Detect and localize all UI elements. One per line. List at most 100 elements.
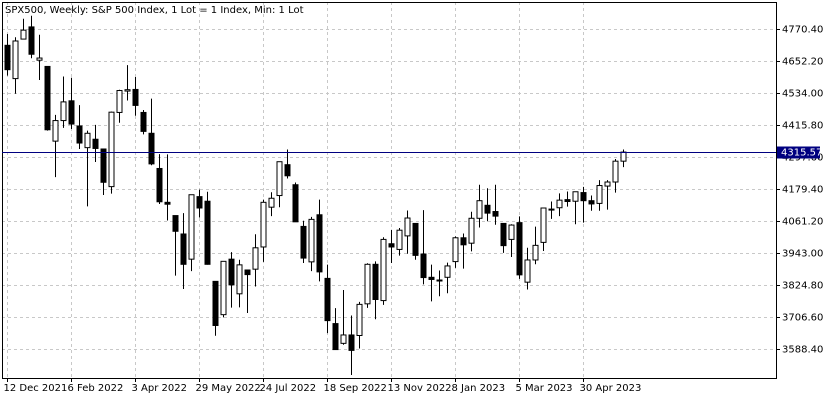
y-tick-label: 3706.60: [782, 313, 823, 324]
candle-body: [540, 207, 547, 243]
y-tick-label: 3588.40: [782, 345, 823, 356]
candle-body: [356, 303, 363, 337]
x-tick-label: 8 Jan 2023: [452, 383, 506, 394]
candle-body: [588, 200, 595, 205]
candle-body: [60, 101, 67, 122]
candle-body: [396, 229, 403, 250]
candle-body: [228, 258, 235, 286]
candle-body: [452, 237, 459, 263]
candle-body: [444, 265, 451, 278]
y-tick-label: 4179.40: [782, 185, 823, 196]
y-tick-label: 4415.80: [782, 121, 823, 132]
candle-body: [172, 215, 179, 232]
candle-body: [36, 57, 43, 61]
candle-body: [300, 225, 307, 259]
candle-body: [236, 264, 243, 295]
y-tick-label: 3943.00: [782, 249, 823, 260]
candle-body: [500, 222, 507, 247]
candle-body: [604, 181, 611, 187]
candle-body: [532, 244, 539, 261]
candle-body: [380, 238, 387, 302]
candle-body: [220, 260, 227, 316]
candle-body: [572, 191, 579, 202]
candle-body: [76, 125, 83, 144]
candle-body: [244, 269, 251, 276]
current-price-box: [777, 146, 820, 159]
candle-body: [516, 222, 523, 276]
candle-body: [52, 120, 59, 142]
candle-body: [148, 132, 155, 165]
candle-body: [12, 40, 19, 80]
y-tick-label: 4061.20: [782, 217, 823, 228]
candle-body: [108, 111, 115, 188]
candle-body: [324, 277, 331, 322]
candle-body: [596, 185, 603, 204]
candle-body: [612, 160, 619, 183]
candle-body: [364, 263, 371, 305]
candle-body: [44, 65, 51, 131]
candle-body: [132, 88, 139, 106]
candle-body: [564, 199, 571, 203]
x-tick-label: 30 Apr 2023: [580, 383, 642, 394]
current-price-label: 4315.57: [781, 148, 822, 159]
candle-body: [164, 201, 171, 205]
chart-title: SPX500, Weekly: S&P 500 Index, 1 Lot = 1…: [5, 5, 304, 16]
candle-body: [348, 334, 355, 351]
candle-body: [372, 263, 379, 300]
y-tick-label: 4652.20: [782, 57, 823, 68]
y-tick-label: 3824.80: [782, 281, 823, 292]
candle-body: [124, 89, 131, 92]
candle-body: [548, 208, 555, 211]
candle-body: [284, 164, 291, 177]
y-tick-label: 4770.40: [782, 25, 823, 36]
plot-frame: [2, 2, 777, 379]
candle-body: [412, 222, 419, 256]
candle-body: [556, 199, 563, 209]
candle-body: [340, 334, 347, 344]
candle-body: [276, 161, 283, 197]
candle-body: [188, 194, 195, 260]
candle-body: [420, 253, 427, 279]
candle-body: [524, 259, 531, 283]
x-tick-label: 5 Mar 2023: [516, 383, 573, 394]
candle-body: [204, 200, 211, 265]
candle-body: [252, 247, 259, 270]
candle-body: [196, 196, 203, 209]
candle-body: [28, 26, 35, 55]
candle-body: [68, 100, 75, 125]
candle-body: [260, 201, 267, 248]
candle-body: [84, 132, 91, 149]
x-tick-label: 12 Dec 2021: [4, 383, 68, 394]
x-tick-label: 24 Jul 2022: [260, 383, 317, 394]
candle-body: [116, 90, 123, 113]
x-tick-label: 6 Feb 2022: [68, 383, 124, 394]
x-tick-label: 3 Apr 2022: [132, 383, 187, 394]
candle-body: [476, 200, 483, 219]
candle-body: [404, 217, 411, 237]
candle-body: [268, 197, 275, 208]
candle-body: [428, 276, 435, 280]
candle-body: [180, 233, 187, 265]
candle-body: [140, 111, 147, 132]
candle-body: [212, 280, 219, 326]
candle-body: [484, 204, 491, 214]
candle-body: [292, 184, 299, 223]
candle-body: [436, 279, 443, 282]
candle-body: [388, 243, 395, 248]
x-tick-label: 29 May 2022: [196, 383, 261, 394]
candle-body: [332, 323, 339, 351]
candle-body: [20, 29, 27, 40]
x-tick-label: 13 Nov 2022: [388, 383, 452, 394]
x-tick-label: 18 Sep 2022: [324, 383, 387, 394]
candle-body: [460, 237, 467, 246]
candle-body: [620, 151, 627, 162]
candle-body: [92, 138, 99, 149]
candle-body: [308, 218, 315, 263]
candle-body: [492, 211, 499, 217]
candle-body: [156, 167, 163, 203]
candle-body: [316, 214, 323, 273]
candle-body: [4, 44, 11, 71]
candle-body: [580, 192, 587, 202]
candle-body: [100, 148, 107, 183]
